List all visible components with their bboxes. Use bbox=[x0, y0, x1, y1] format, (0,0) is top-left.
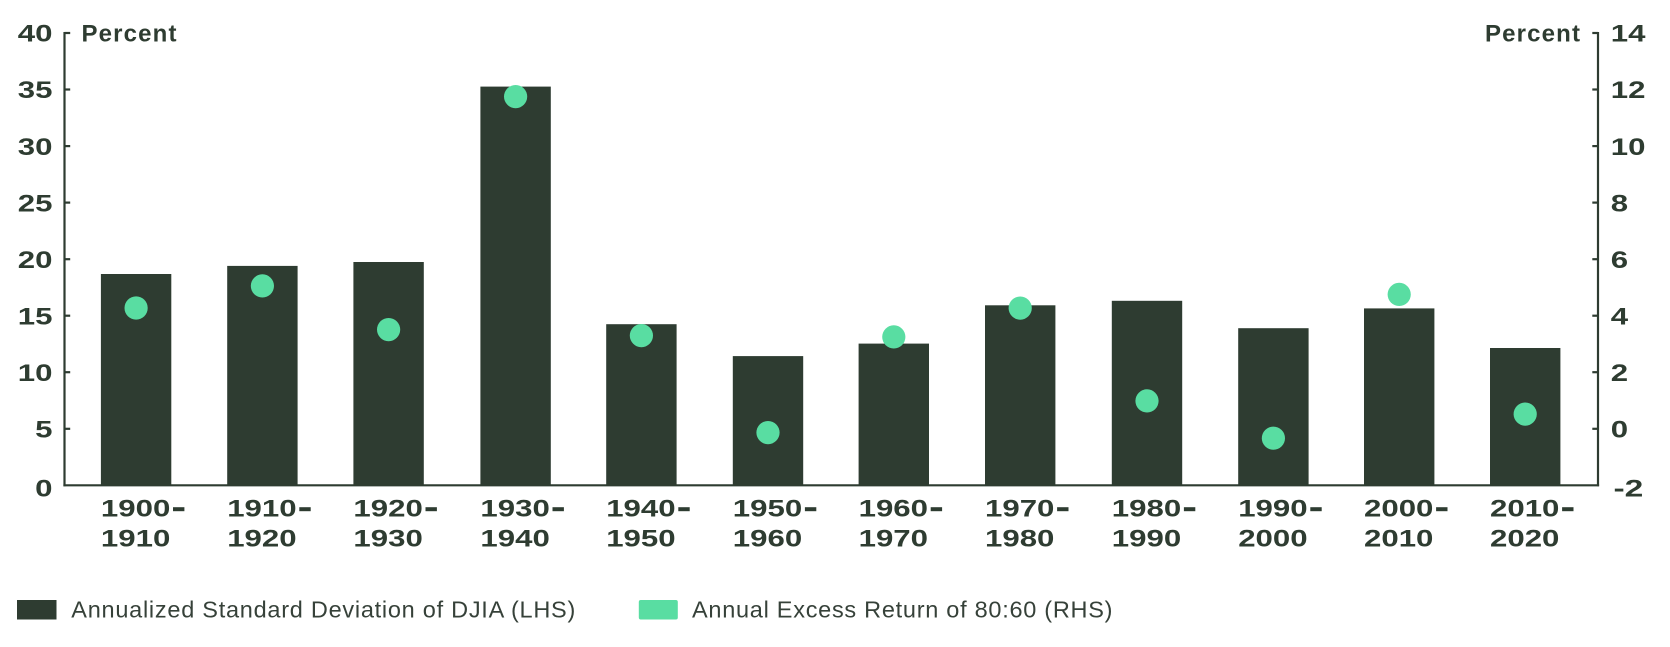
svg-text:1990: 1990 bbox=[1112, 525, 1181, 552]
svg-text:1990: 1990 bbox=[1238, 495, 1307, 522]
svg-text:1980: 1980 bbox=[985, 525, 1054, 552]
svg-text:1960: 1960 bbox=[859, 495, 928, 522]
svg-text:1970: 1970 bbox=[985, 495, 1054, 522]
svg-text:25: 25 bbox=[18, 190, 53, 217]
svg-text:35: 35 bbox=[18, 77, 53, 104]
svg-text:Percent: Percent bbox=[1485, 21, 1580, 48]
svg-text:4: 4 bbox=[1611, 303, 1629, 330]
svg-text:0: 0 bbox=[1611, 416, 1628, 443]
svg-text:1950: 1950 bbox=[733, 495, 802, 522]
svg-text:1970: 1970 bbox=[859, 525, 928, 552]
svg-text:12: 12 bbox=[1611, 77, 1646, 104]
svg-text:1920: 1920 bbox=[227, 525, 296, 552]
svg-text:1940: 1940 bbox=[480, 525, 549, 552]
svg-text:Percent: Percent bbox=[82, 21, 177, 48]
svg-text:20: 20 bbox=[18, 246, 53, 273]
svg-text:6: 6 bbox=[1611, 246, 1628, 273]
svg-text:2010: 2010 bbox=[1490, 495, 1559, 522]
svg-text:10: 10 bbox=[18, 359, 53, 386]
svg-text:30: 30 bbox=[18, 133, 53, 160]
svg-text:1940: 1940 bbox=[606, 495, 675, 522]
svg-text:-2: -2 bbox=[1614, 476, 1644, 502]
svg-text:1960: 1960 bbox=[733, 525, 802, 552]
svg-text:8: 8 bbox=[1611, 190, 1628, 217]
svg-text:1930: 1930 bbox=[480, 495, 549, 522]
svg-text:2000: 2000 bbox=[1364, 495, 1433, 522]
svg-text:Annual Excess Return of 80:60: Annual Excess Return of 80:60 (RHS) bbox=[692, 597, 1113, 623]
svg-text:1900: 1900 bbox=[101, 495, 170, 522]
svg-text:2020: 2020 bbox=[1490, 525, 1559, 552]
svg-text:1980: 1980 bbox=[1112, 495, 1181, 522]
svg-text:0: 0 bbox=[35, 475, 52, 502]
svg-text:2: 2 bbox=[1611, 359, 1628, 386]
svg-text:1910: 1910 bbox=[101, 525, 170, 552]
svg-text:1920: 1920 bbox=[353, 495, 422, 522]
svg-text:40: 40 bbox=[18, 20, 53, 47]
svg-text:15: 15 bbox=[18, 303, 53, 330]
svg-text:14: 14 bbox=[1611, 20, 1646, 47]
svg-text:10: 10 bbox=[1611, 133, 1646, 160]
svg-text:2010: 2010 bbox=[1364, 525, 1433, 552]
svg-text:5: 5 bbox=[35, 416, 52, 443]
svg-text:1910: 1910 bbox=[227, 495, 296, 522]
svg-text:1950: 1950 bbox=[606, 525, 675, 552]
svg-text:2000: 2000 bbox=[1238, 525, 1307, 552]
svg-text:1930: 1930 bbox=[353, 525, 422, 552]
svg-text:Annualized Standard Deviation: Annualized Standard Deviation of DJIA (L… bbox=[71, 597, 575, 623]
